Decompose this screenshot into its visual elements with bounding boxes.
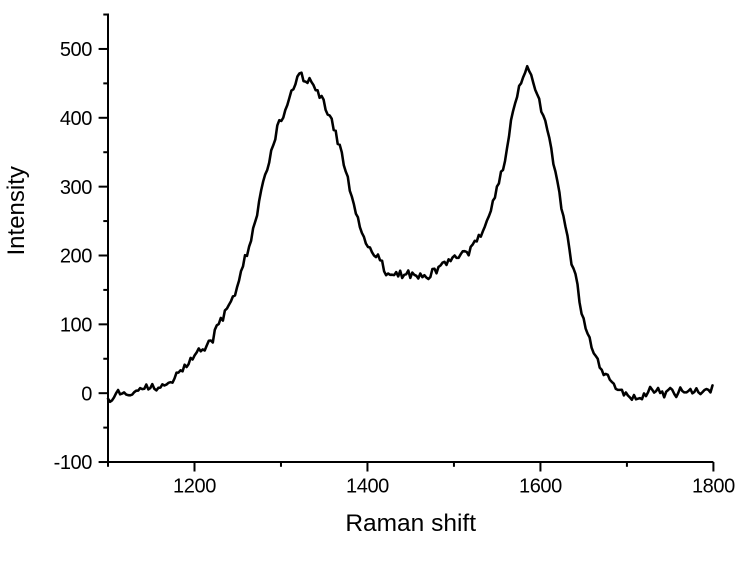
svg-text:400: 400 — [60, 108, 92, 130]
svg-text:1200: 1200 — [173, 476, 216, 498]
svg-text:1800: 1800 — [692, 476, 735, 498]
svg-text:-100: -100 — [54, 452, 93, 474]
svg-text:100: 100 — [60, 315, 92, 337]
svg-text:200: 200 — [60, 246, 92, 268]
svg-text:Intensity: Intensity — [3, 166, 30, 255]
svg-text:1400: 1400 — [346, 476, 389, 498]
svg-text:300: 300 — [60, 177, 92, 199]
svg-text:1600: 1600 — [519, 476, 562, 498]
svg-text:Raman shift: Raman shift — [345, 510, 476, 537]
svg-text:0: 0 — [81, 383, 92, 405]
svg-text:500: 500 — [60, 39, 92, 61]
